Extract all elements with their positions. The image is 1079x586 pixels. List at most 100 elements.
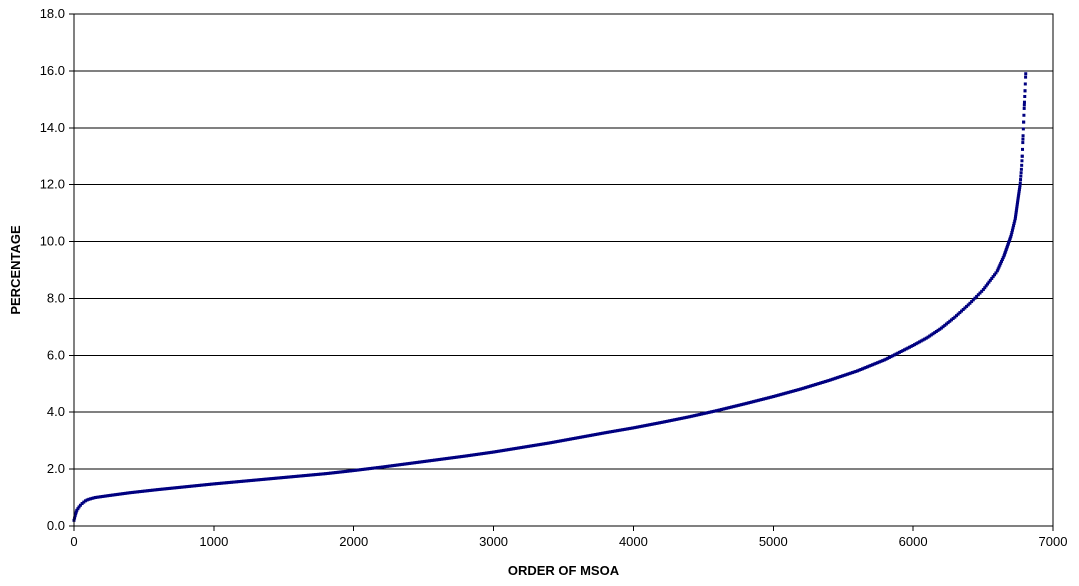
data-point: [253, 478, 257, 482]
data-point: [565, 438, 569, 442]
data-point: [582, 435, 586, 439]
tick-labels: 0.0 2.0 4.0 6.0 8.0 10.0 12.0 14.0 16.0 18.0 0 1000…: [40, 6, 1068, 549]
data-point: [293, 474, 297, 478]
data-point: [765, 396, 769, 400]
data-point: [176, 486, 180, 490]
data-point: [1012, 221, 1016, 225]
data-point: [1009, 233, 1013, 237]
x-tick-label: 6000: [899, 534, 928, 549]
data-point: [788, 390, 792, 394]
data-point: [745, 401, 749, 405]
data-point: [671, 418, 675, 422]
data-point: [141, 489, 145, 493]
data-point: [991, 275, 995, 279]
data-point: [107, 494, 111, 498]
data-point: [171, 486, 175, 490]
data-point: [876, 361, 880, 365]
data-point: [934, 330, 938, 334]
data-point: [369, 466, 373, 470]
data-point: [1003, 251, 1007, 255]
data-point: [439, 457, 443, 461]
data-point: [298, 474, 302, 478]
data-point: [287, 475, 291, 479]
data-point: [820, 380, 824, 384]
data-point: [731, 405, 735, 409]
data-point: [327, 471, 331, 475]
data-point: [750, 400, 754, 404]
data-point: [946, 321, 950, 325]
data-point: [997, 265, 1001, 269]
data-point: [642, 424, 646, 428]
data-point: [464, 454, 468, 458]
data-point: [488, 451, 492, 455]
data-point: [777, 393, 781, 397]
data-point: [255, 478, 259, 482]
data-point: [718, 408, 722, 412]
data-point: [283, 475, 287, 479]
data-point: [177, 485, 181, 489]
data-point: [644, 423, 648, 427]
data-point: [194, 484, 198, 488]
data-point: [609, 430, 613, 434]
data-point: [147, 489, 151, 493]
data-point: [454, 455, 458, 459]
data-point: [755, 399, 759, 403]
data-point: [332, 471, 336, 475]
data-point: [1017, 191, 1021, 195]
data-point: [501, 448, 505, 452]
data-point: [1015, 207, 1019, 211]
data-point: [1008, 238, 1012, 242]
data-point: [874, 361, 878, 365]
data-point: [861, 367, 865, 371]
data-point: [300, 474, 304, 478]
data-point: [360, 467, 364, 471]
y-tick-label: 4.0: [47, 404, 65, 419]
data-point: [258, 478, 262, 482]
data-point: [882, 358, 886, 362]
data-point: [807, 385, 811, 389]
data-point: [490, 450, 494, 454]
data-point: [709, 410, 713, 414]
data-point: [182, 485, 186, 489]
y-tick-label: 2.0: [47, 461, 65, 476]
data-point: [95, 495, 99, 499]
data-point: [179, 485, 183, 489]
data-point: [339, 470, 343, 474]
data-point: [142, 489, 146, 493]
data-point: [817, 382, 821, 386]
data-point: [720, 407, 724, 411]
data-point: [763, 397, 767, 401]
data-point: [250, 478, 254, 482]
data-point: [568, 437, 572, 441]
data-point: [607, 430, 611, 434]
y-tick-label: 8.0: [47, 290, 65, 305]
data-point: [334, 471, 338, 475]
data-point: [359, 468, 363, 472]
data-point: [412, 461, 416, 465]
data-point: [409, 461, 413, 465]
data-point: [674, 417, 678, 421]
data-point: [496, 449, 500, 453]
data-point: [787, 390, 791, 394]
data-point: [686, 415, 690, 419]
data-point: [797, 388, 801, 392]
data-point: [273, 476, 277, 480]
plot-area-border: [73, 13, 1054, 527]
data-point: [365, 467, 369, 471]
data-point: [795, 388, 799, 392]
data-point: [144, 489, 148, 493]
data-point: [862, 366, 866, 370]
data-point: [736, 403, 740, 407]
data-point: [290, 475, 294, 479]
data-point: [404, 462, 408, 466]
data-point: [662, 420, 666, 424]
data-point: [527, 444, 531, 448]
data-point: [725, 406, 729, 410]
data-point: [639, 424, 643, 428]
data-point: [814, 383, 818, 387]
data-point: [612, 429, 616, 433]
data-point: [1024, 75, 1028, 79]
data-point: [785, 391, 789, 395]
data-point: [839, 375, 843, 379]
data-point: [605, 430, 609, 434]
